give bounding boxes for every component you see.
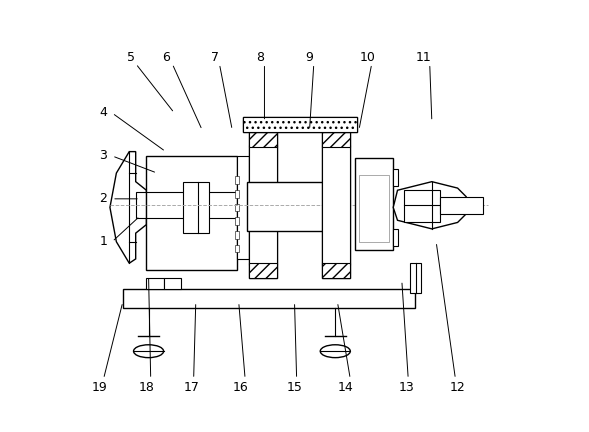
Polygon shape <box>110 152 147 263</box>
Text: 19: 19 <box>91 381 107 394</box>
Bar <box>404 190 441 222</box>
Bar <box>243 117 357 132</box>
Text: 12: 12 <box>450 381 465 394</box>
Text: 3: 3 <box>100 149 107 162</box>
Text: 13: 13 <box>398 381 414 394</box>
Bar <box>243 117 357 132</box>
Text: 11: 11 <box>415 51 431 64</box>
Bar <box>183 182 209 233</box>
Bar <box>359 175 389 242</box>
Bar <box>235 176 239 184</box>
Polygon shape <box>393 182 466 229</box>
Text: 6: 6 <box>162 51 170 64</box>
Bar <box>249 132 277 147</box>
Text: 1: 1 <box>100 235 107 248</box>
Text: 18: 18 <box>138 381 154 394</box>
Bar <box>322 263 350 278</box>
Text: 7: 7 <box>211 51 219 64</box>
Bar <box>164 278 181 289</box>
Text: 14: 14 <box>338 381 354 394</box>
Text: 10: 10 <box>359 51 375 64</box>
Bar <box>247 182 348 231</box>
Bar <box>322 145 350 265</box>
Bar <box>135 192 147 218</box>
Bar <box>235 245 239 252</box>
Bar <box>393 169 398 186</box>
Bar <box>355 158 393 250</box>
Bar <box>235 190 239 197</box>
Bar <box>237 156 249 259</box>
Bar <box>249 145 277 265</box>
Bar <box>393 229 398 246</box>
Bar <box>235 203 239 211</box>
Bar <box>322 132 350 278</box>
Bar <box>123 289 415 308</box>
Text: 15: 15 <box>287 381 302 394</box>
Text: 2: 2 <box>100 192 107 205</box>
Bar <box>441 197 484 214</box>
Text: 4: 4 <box>100 106 107 120</box>
Text: 17: 17 <box>184 381 200 394</box>
Bar <box>249 263 277 278</box>
Bar <box>249 132 277 278</box>
Bar <box>235 217 239 225</box>
Text: 5: 5 <box>127 51 135 64</box>
Text: 8: 8 <box>256 51 264 64</box>
Bar <box>147 278 164 289</box>
Text: 16: 16 <box>233 381 249 394</box>
Text: 9: 9 <box>306 51 313 64</box>
Bar <box>235 231 239 239</box>
Bar <box>147 156 237 270</box>
Bar <box>322 132 350 147</box>
Bar <box>411 263 421 293</box>
